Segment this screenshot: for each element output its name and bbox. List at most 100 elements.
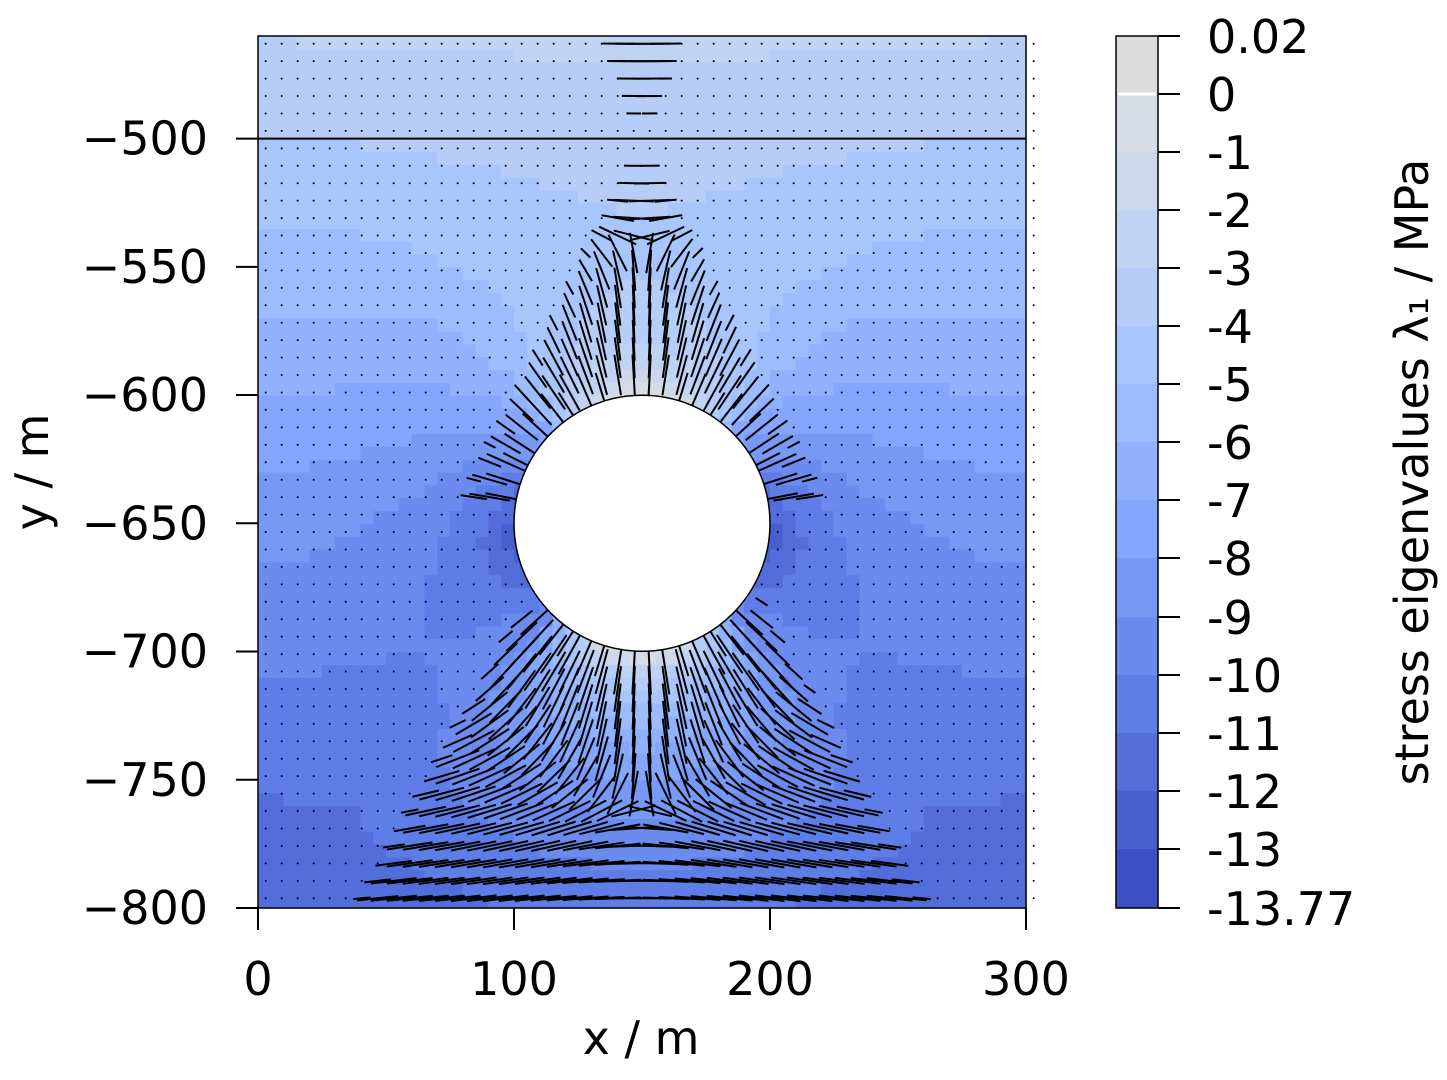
contour-cell <box>846 523 861 537</box>
contour-cell <box>872 548 886 563</box>
contour-cell <box>411 779 425 794</box>
contour-cell <box>296 792 310 807</box>
stress-direction-dot <box>264 217 267 220</box>
stress-direction-line <box>498 894 545 903</box>
contour-cell <box>347 613 361 627</box>
contour-cell <box>962 690 976 704</box>
stress-direction-dot <box>488 269 491 272</box>
contour-cell <box>987 266 1001 281</box>
contour-cell <box>296 587 310 601</box>
stress-direction-dot <box>552 147 555 150</box>
contour-cell <box>373 228 387 242</box>
contour-cell <box>834 484 848 499</box>
contour-cell <box>373 625 387 640</box>
contour-cell <box>974 536 989 550</box>
contour-cell <box>987 164 1001 178</box>
contour-cell <box>872 472 886 486</box>
contour-cell <box>834 433 848 447</box>
stress-direction-dot <box>424 269 427 272</box>
contour-cell <box>744 754 758 768</box>
stress-direction-line <box>405 805 447 817</box>
contour-cell <box>488 356 502 371</box>
contour-cell <box>526 189 541 204</box>
contour-cell <box>386 600 400 614</box>
stress-direction-dot <box>296 182 299 185</box>
contour-cell <box>322 459 336 473</box>
contour-cell <box>757 587 771 601</box>
contour-cell <box>898 497 912 512</box>
contour-cell <box>744 395 758 409</box>
contour-cell <box>949 754 963 768</box>
contour-cell <box>923 523 937 537</box>
contour-cell <box>936 48 950 63</box>
contour-cell <box>283 215 297 229</box>
contour-cell <box>949 831 963 845</box>
contour-cell <box>462 625 477 640</box>
stress-direction-line <box>510 609 534 629</box>
contour-cell <box>949 305 963 319</box>
stress-direction-dot <box>456 60 459 63</box>
contour-cell <box>590 74 605 88</box>
contour-cell <box>283 651 297 665</box>
stress-direction-dot <box>264 635 267 638</box>
contour-cell <box>309 292 323 306</box>
stress-direction-dot <box>296 461 299 464</box>
stress-direction-dot <box>376 199 379 202</box>
stress-direction-dot <box>328 548 331 551</box>
contour-cell <box>373 279 387 294</box>
contour-cell <box>846 651 861 665</box>
contour-cell <box>411 318 425 332</box>
contour-cell <box>590 151 605 165</box>
contour-cell <box>565 151 579 165</box>
stress-direction-dot <box>456 339 459 342</box>
stress-direction-dot <box>360 513 363 516</box>
contour-cell <box>1000 715 1014 730</box>
contour-cell <box>322 330 336 345</box>
contour-cell <box>283 343 297 358</box>
contour-cell <box>782 189 797 204</box>
stress-direction-dot <box>488 95 491 98</box>
contour-cell <box>629 48 643 63</box>
contour-cell <box>296 202 310 217</box>
contour-cell <box>283 561 297 576</box>
contour-cell <box>962 638 976 653</box>
stress-direction-dot <box>312 182 315 185</box>
contour-cell <box>475 189 489 204</box>
contour-cell <box>949 87 963 101</box>
contour-cell <box>270 882 285 896</box>
contour-cell <box>270 561 285 576</box>
contour-cell <box>898 638 912 653</box>
contour-cell <box>526 112 541 127</box>
contour-cell <box>309 766 323 781</box>
contour-cell <box>411 215 425 229</box>
stress-direction-line <box>487 726 525 757</box>
contour-cell <box>936 228 950 242</box>
contour-cell <box>450 48 464 63</box>
contour-cell <box>885 831 899 845</box>
contour-cell <box>974 818 989 832</box>
contour-cell <box>360 613 374 627</box>
contour-cell <box>808 382 822 396</box>
contour-cell <box>629 202 643 217</box>
contour-cell <box>642 138 656 153</box>
contour-cell <box>910 664 925 678</box>
contour-cell <box>1000 818 1014 832</box>
contour-cell <box>795 254 809 268</box>
contour-cell <box>270 164 285 178</box>
stress-direction-dot <box>392 810 395 813</box>
contour-cell <box>795 395 809 409</box>
contour-cell <box>821 254 835 268</box>
stress-direction-dot <box>376 757 379 760</box>
contour-cell <box>718 189 733 204</box>
contour-cell <box>846 228 861 242</box>
stress-direction-dot <box>520 269 523 272</box>
stress-direction-dot <box>392 757 395 760</box>
contour-cell <box>462 241 477 255</box>
contour-cell <box>552 202 566 217</box>
contour-cell <box>757 125 771 140</box>
contour-cell <box>373 395 387 409</box>
contour-cell <box>552 651 566 665</box>
stress-direction-dot <box>344 374 347 377</box>
contour-cell <box>501 202 515 217</box>
contour-cell <box>744 74 758 88</box>
